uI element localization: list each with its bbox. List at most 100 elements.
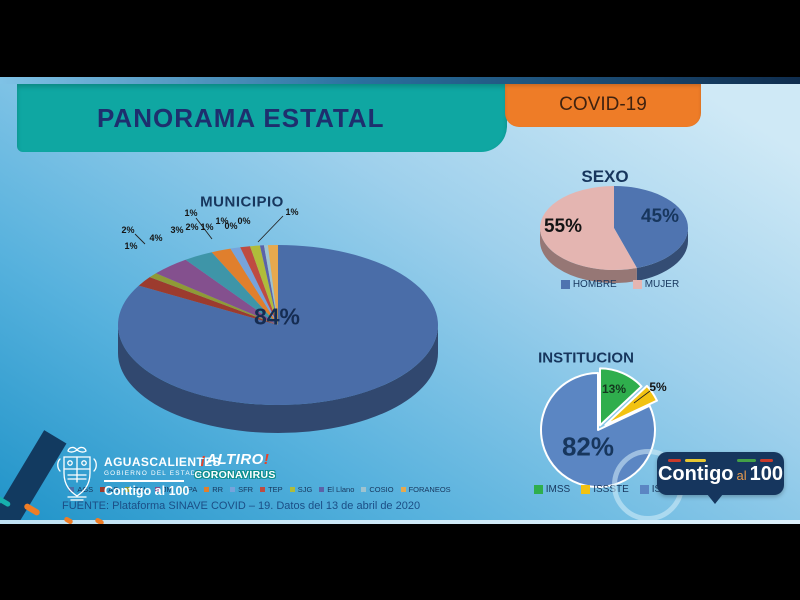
municipio-legend: AGS AS CAL JM PA RR SFR TEP SJG El Llano COSIO FORA… bbox=[60, 485, 460, 494]
legend-item: RR bbox=[204, 485, 223, 494]
decor-dash-orange bbox=[23, 502, 41, 517]
pie-label: 3% bbox=[170, 225, 184, 235]
legend-item: MUJER bbox=[632, 279, 680, 290]
pie-label: 0% bbox=[224, 221, 238, 231]
pie-label: 2% bbox=[185, 222, 199, 232]
legend-label: MUJER bbox=[644, 279, 680, 290]
legend-label: CAL bbox=[133, 485, 148, 494]
legend-swatch bbox=[289, 487, 295, 492]
institucion-chart-title: INSTITUCION bbox=[538, 349, 634, 367]
covid-banner-label: COVID-19 bbox=[559, 94, 647, 115]
badge-dash-red2 bbox=[760, 459, 773, 462]
state-name: AGUASCALIENTES bbox=[104, 455, 221, 469]
slide-background: PANORAMA ESTATAL COVID-19 MUNICIPIO AGS A… bbox=[0, 77, 800, 524]
altiro-word: ALTIRO bbox=[206, 451, 264, 468]
state-subtitle: GOBIERNO DEL ESTADO bbox=[104, 470, 203, 477]
legend-item: SFR bbox=[230, 485, 253, 494]
contigo-al-100-badge: Contigo al 100 bbox=[657, 452, 784, 504]
pie-label: 1% bbox=[285, 207, 299, 217]
legend-item: CAL bbox=[125, 485, 148, 494]
legend-swatch bbox=[69, 487, 75, 492]
pie-label: 13% bbox=[601, 382, 627, 396]
legend-item: SJG bbox=[289, 485, 313, 494]
legend-swatch bbox=[179, 487, 185, 492]
legend-label: FORANEOS bbox=[408, 485, 451, 494]
title-banner: PANORAMA ESTATAL bbox=[17, 84, 507, 152]
legend-label: COSIO bbox=[369, 485, 394, 494]
altiro-coronavirus-logo: ¡ALTIRO! CORONAVIRUS bbox=[190, 451, 280, 481]
badge-dash-red bbox=[668, 459, 681, 462]
legend-item: AGS bbox=[69, 485, 93, 494]
pie-label: 82% bbox=[561, 431, 615, 462]
legend-swatch bbox=[100, 487, 106, 492]
sexo-pie-chart: SEXO HOMBRE MUJER 45% 55% bbox=[530, 165, 710, 300]
state-slogan: Contigo al 100 bbox=[104, 484, 190, 498]
pie-label: 1% bbox=[184, 208, 198, 218]
badge-word-100: 100 bbox=[749, 463, 784, 485]
legend-item: IMSS bbox=[533, 484, 571, 495]
municipio-pie-chart: MUNICIPIO AGS AS CAL JM PA RR SFR TEP SJG El Llan… bbox=[55, 185, 465, 494]
legend-item: El Llano bbox=[319, 485, 354, 494]
badge-dash-yellow bbox=[685, 459, 706, 462]
top-edge-strip bbox=[0, 77, 800, 84]
badge-dash-green bbox=[737, 459, 756, 462]
legend-label: HOMBRE bbox=[572, 279, 617, 290]
legend-label: SFR bbox=[238, 485, 254, 494]
bottom-edge-strip bbox=[0, 520, 800, 524]
government-logo-text: AGUASCALIENTES GOBIERNO DEL ESTADO Conti… bbox=[104, 455, 221, 498]
legend-item: JM bbox=[154, 485, 173, 494]
legend-item: AS bbox=[100, 485, 118, 494]
legend-item: COSIO bbox=[361, 485, 394, 494]
legend-label: JM bbox=[162, 485, 173, 494]
pie-label: 45% bbox=[640, 206, 680, 227]
badge-text: Contigo al 100 bbox=[657, 463, 784, 486]
pie-label: 4% bbox=[149, 233, 163, 243]
legend-swatch bbox=[154, 487, 160, 492]
legend-swatch bbox=[581, 485, 591, 494]
legend-label: AS bbox=[108, 485, 119, 494]
legend-item: HOMBRE bbox=[560, 279, 617, 290]
altiro-bang-left: ¡ bbox=[200, 451, 207, 468]
state-crest-logo bbox=[57, 446, 97, 501]
legend-swatch bbox=[319, 487, 325, 492]
badge-word-al: al bbox=[736, 468, 747, 483]
covid-banner: COVID-19 bbox=[505, 84, 701, 127]
legend-swatch bbox=[260, 487, 266, 492]
legend-swatch bbox=[400, 487, 406, 492]
municipio-pie-svg bbox=[117, 215, 438, 433]
legend-swatch bbox=[533, 485, 543, 494]
altiro-line1: ¡ALTIRO! bbox=[190, 451, 280, 468]
pie-label: 1% bbox=[215, 216, 229, 226]
sexo-chart-title: SEXO bbox=[581, 167, 629, 186]
legend-item: PA bbox=[179, 485, 198, 494]
legend-label: El Llano bbox=[327, 485, 355, 494]
legend-swatch bbox=[230, 487, 236, 492]
legend-label: PA bbox=[187, 485, 198, 494]
municipio-chart-title: MUNICIPIO bbox=[200, 193, 284, 211]
altiro-line2: CORONAVIRUS bbox=[194, 469, 276, 481]
legend-label: IMSS bbox=[545, 484, 571, 495]
pie-label: 5% bbox=[649, 380, 667, 394]
legend-label: SJG bbox=[297, 485, 313, 494]
legend-item: FORANEOS bbox=[400, 485, 451, 494]
pie-label: 0% bbox=[237, 216, 251, 226]
sexo-pie-svg bbox=[540, 186, 688, 283]
legend-swatch bbox=[632, 280, 642, 289]
logo-divider bbox=[104, 480, 184, 482]
badge-tail bbox=[707, 494, 723, 504]
legend-swatch bbox=[560, 280, 570, 289]
legend-swatch bbox=[204, 487, 210, 492]
pie-label: 84% bbox=[253, 303, 301, 330]
legend-label: AGS bbox=[77, 485, 94, 494]
legend-swatch bbox=[361, 487, 367, 492]
legend-item: ISSSTE bbox=[581, 484, 629, 495]
pie-label: 55% bbox=[543, 216, 583, 237]
legend-item: TEP bbox=[260, 485, 283, 494]
legend-label: ISSSTE bbox=[593, 484, 629, 495]
source-note: FUENTE: Plataforma SINAVE COVID – 19. Da… bbox=[62, 500, 421, 512]
pie-label: 1% bbox=[200, 222, 214, 232]
legend-label: TEP bbox=[268, 485, 283, 494]
legend-label: RR bbox=[212, 485, 224, 494]
pie-label: 2% bbox=[121, 225, 135, 235]
